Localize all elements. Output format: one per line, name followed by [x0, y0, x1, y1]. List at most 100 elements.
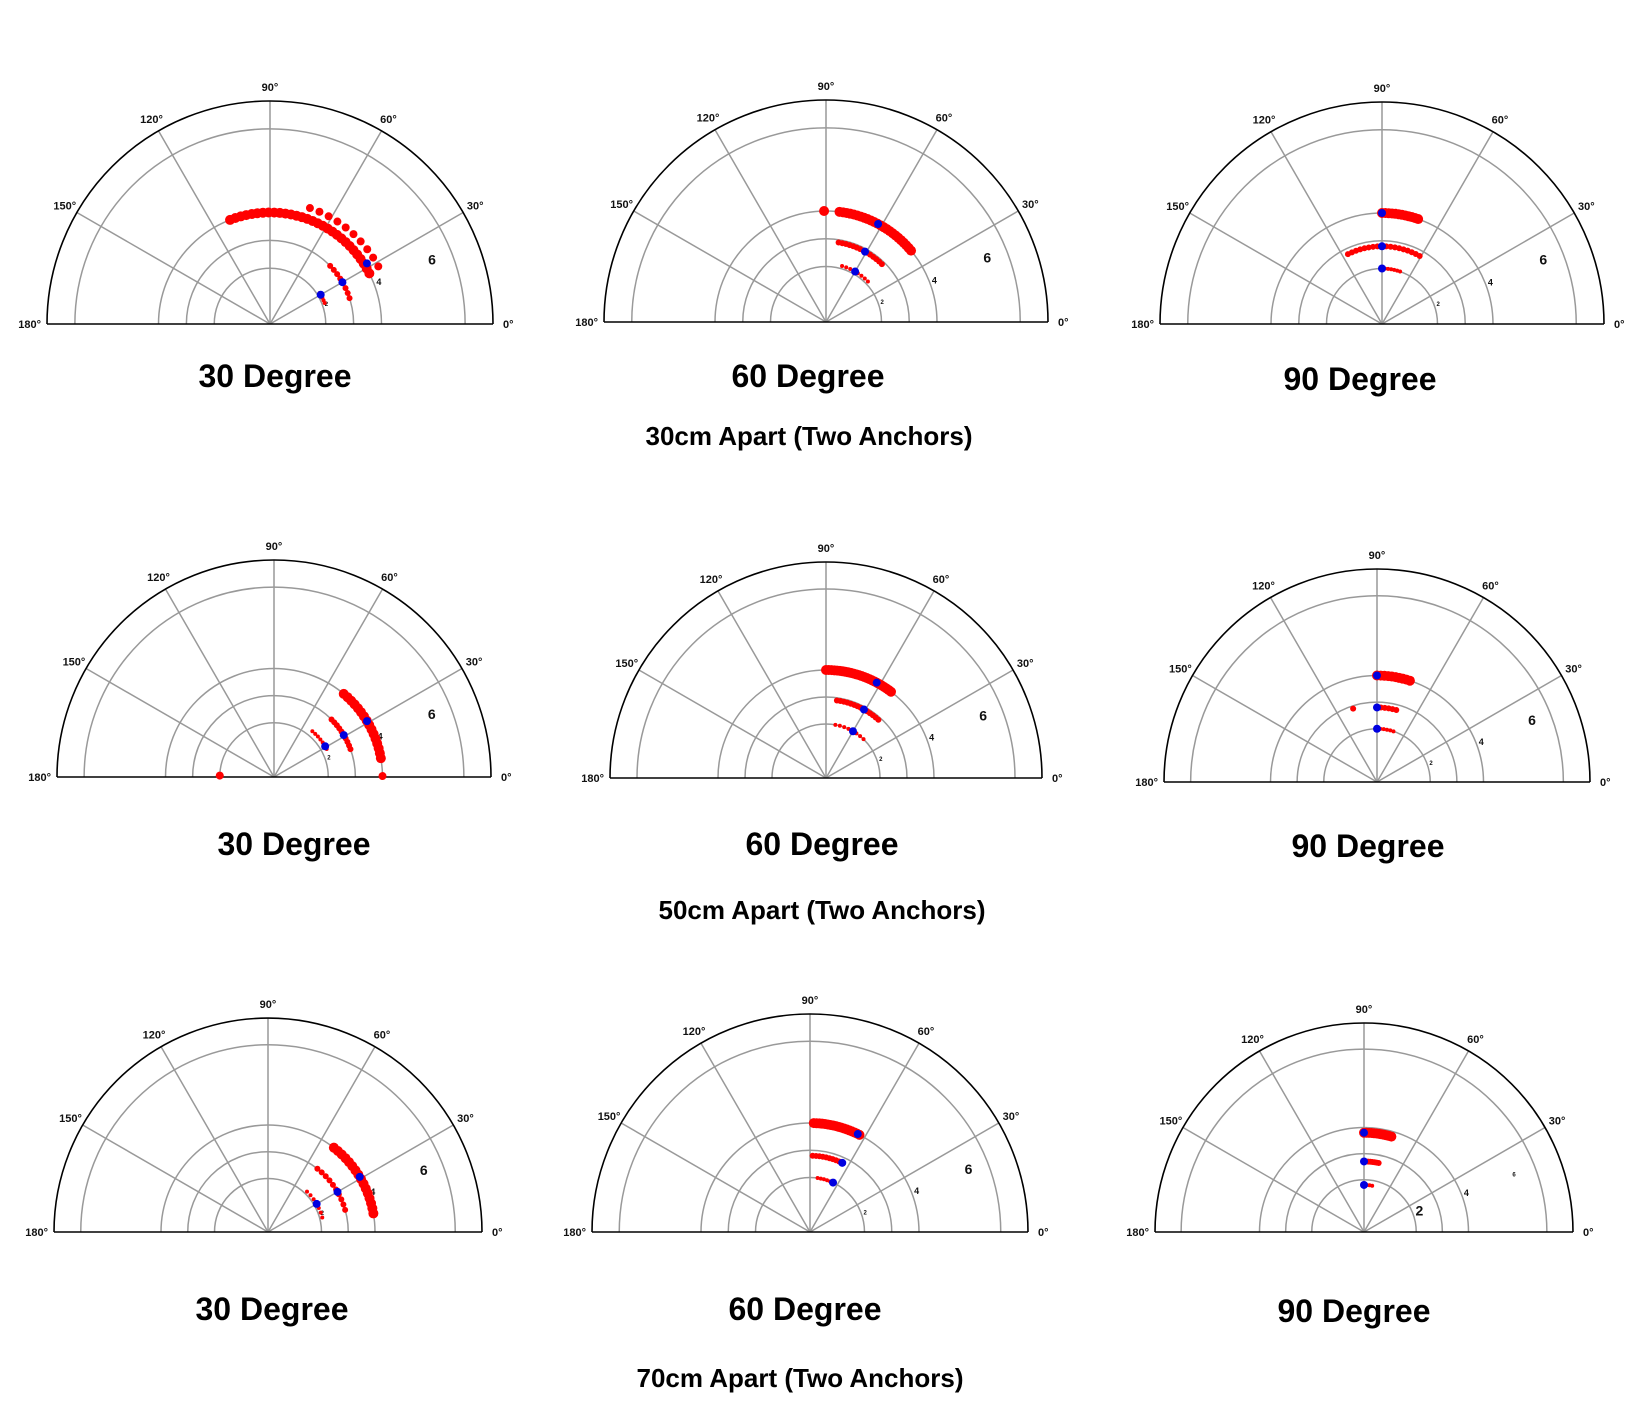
- blue-data-point: [355, 1172, 364, 1181]
- blue-data-point: [312, 1199, 321, 1208]
- blue-data-point: [316, 290, 325, 299]
- red-data-point: [1384, 727, 1389, 732]
- theta-tick-label: 120°: [1253, 115, 1276, 127]
- red-data-point: [318, 1210, 323, 1215]
- blue-data-point: [1378, 264, 1386, 273]
- r-tick-label: 2: [864, 1211, 868, 1217]
- theta-tick-label: 90°: [818, 81, 835, 93]
- red-data-point: [315, 207, 324, 216]
- theta-tick-label: 0°: [1583, 1227, 1594, 1239]
- red-data-point: [837, 723, 842, 728]
- r-tick-label: 6: [965, 1161, 973, 1177]
- theta-tick-label: 120°: [1241, 1034, 1264, 1046]
- theta-tick-label: 180°: [25, 1227, 48, 1239]
- red-data-point: [862, 276, 867, 281]
- blue-data-point: [872, 678, 881, 687]
- grid-spoke-30: [1363, 1126, 1546, 1233]
- red-data-point: [349, 230, 358, 239]
- r-tick-label: 6: [428, 251, 436, 267]
- panel-title: 60 Degree: [746, 826, 899, 862]
- red-data-point: [305, 204, 314, 213]
- grid-spoke-120: [1270, 131, 1383, 325]
- theta-tick-label: 30°: [467, 201, 484, 213]
- theta-tick-label: 150°: [53, 201, 76, 213]
- theta-tick-label: 0°: [1052, 773, 1063, 785]
- theta-tick-label: 30°: [1017, 658, 1034, 670]
- theta-tick-label: 60°: [1482, 580, 1499, 592]
- polar-panel-6: 0° 30° 60° 90° 120° 150° 180° 2 4 6 90 Degree: [1135, 550, 1610, 864]
- r-tick-label: 4: [914, 1186, 919, 1196]
- red-data-point: [840, 263, 845, 268]
- polar-frame-arc: [46, 100, 494, 325]
- red-data-point: [1391, 729, 1396, 734]
- grid-spoke-60: [273, 588, 384, 778]
- blue-data-point: [853, 1130, 862, 1139]
- red-data-point: [315, 734, 320, 739]
- row-caption-30cm: 30cm Apart (Two Anchors): [646, 421, 973, 451]
- r-tick-label: 6: [428, 706, 436, 722]
- red-data-point: [833, 722, 838, 727]
- red-data-point: [834, 206, 845, 217]
- theta-tick-label: 120°: [1252, 580, 1275, 592]
- panel-title: 30 Degree: [199, 358, 352, 394]
- r-tick-label: 2: [880, 300, 884, 306]
- red-data-point: [333, 217, 342, 226]
- grid-spoke-60: [1381, 131, 1494, 325]
- red-data-point: [322, 1173, 329, 1180]
- red-data-point: [1392, 267, 1397, 272]
- theta-tick-label: 150°: [59, 1113, 82, 1125]
- polar-panel-1: 0° 30° 60° 90° 120° 150° 180° 2 4 6 30 Degree: [18, 82, 513, 394]
- theta-tick-label: 30°: [1578, 201, 1595, 213]
- r-tick-label: 2: [1415, 1202, 1423, 1218]
- theta-tick-label: 0°: [1614, 319, 1625, 331]
- red-data-point: [326, 1177, 333, 1184]
- red-data-point: [338, 688, 349, 699]
- theta-tick-label: 180°: [563, 1227, 586, 1239]
- red-data-point: [215, 771, 224, 780]
- polar-panel-7: 0° 30° 60° 90° 120° 150° 180° 2 4 6 30 Degree: [25, 999, 502, 1327]
- blue-data-point: [339, 731, 348, 740]
- theta-tick-label: 150°: [1169, 664, 1192, 676]
- theta-tick-label: 90°: [1374, 83, 1391, 95]
- theta-tick-label: 150°: [615, 658, 638, 670]
- theta-tick-label: 30°: [1022, 199, 1039, 211]
- theta-tick-label: 60°: [1467, 1034, 1484, 1046]
- polar-panel-5: 0° 30° 60° 90° 120° 150° 180° 2 4 6 60 Degree: [581, 543, 1062, 862]
- theta-tick-label: 0°: [503, 319, 514, 331]
- red-data-point: [859, 273, 864, 278]
- red-data-point: [833, 697, 840, 704]
- theta-tick-label: 30°: [1565, 664, 1582, 676]
- panel-title: 30 Degree: [218, 826, 371, 862]
- grid-spoke-150: [85, 667, 275, 778]
- blue-data-point: [1373, 724, 1381, 733]
- red-data-point: [328, 716, 335, 723]
- blue-data-point: [861, 247, 870, 256]
- grid-spoke-60: [809, 1042, 920, 1233]
- theta-tick-label: 90°: [1356, 1004, 1373, 1016]
- r-tick-label: 6: [979, 707, 987, 723]
- r-tick-label: 2: [321, 1211, 325, 1217]
- theta-tick-label: 90°: [802, 995, 819, 1007]
- polar-frame-arc: [1159, 101, 1605, 325]
- red-data-point: [1388, 728, 1393, 733]
- red-data-point: [858, 734, 863, 739]
- theta-tick-label: 60°: [374, 1030, 391, 1042]
- red-data-point: [844, 265, 849, 270]
- polar-frame-arc: [591, 1013, 1029, 1233]
- red-data-point: [821, 665, 831, 675]
- theta-tick-label: 0°: [1038, 1227, 1049, 1239]
- theta-tick-label: 180°: [1131, 319, 1154, 331]
- theta-tick-label: 90°: [1369, 550, 1386, 562]
- theta-tick-label: 60°: [936, 113, 953, 125]
- grid-spoke-30: [1376, 674, 1562, 783]
- red-data-point: [842, 725, 847, 730]
- red-data-point: [342, 1206, 349, 1213]
- theta-tick-label: 120°: [143, 1030, 166, 1042]
- red-data-point: [318, 737, 323, 742]
- red-data-point: [369, 253, 378, 262]
- red-data-point: [825, 1178, 830, 1183]
- red-data-point: [342, 285, 349, 292]
- blue-data-point: [859, 705, 868, 714]
- red-data-point: [225, 214, 236, 225]
